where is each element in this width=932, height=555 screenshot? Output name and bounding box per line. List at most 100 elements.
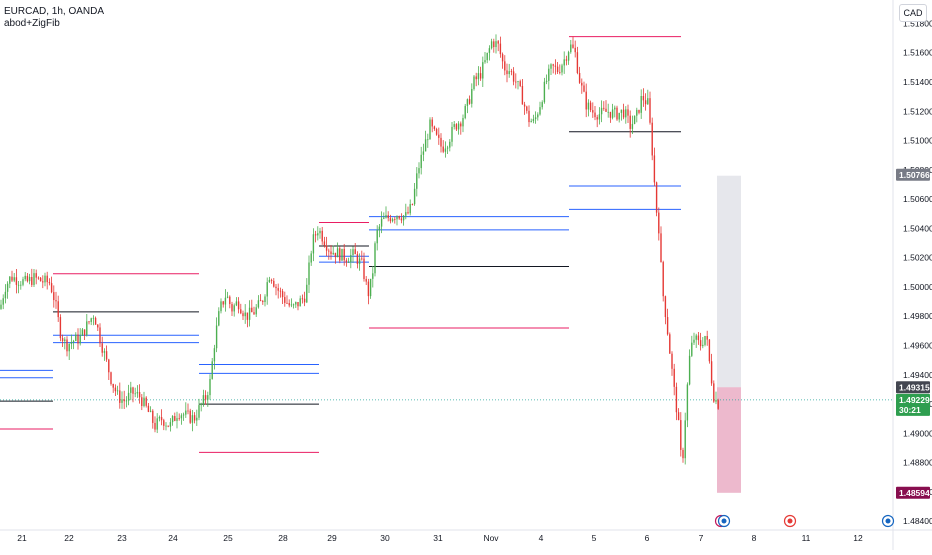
candle-body (468, 99, 471, 104)
candle-body (147, 405, 150, 412)
candle-body (143, 397, 145, 406)
candle (167, 425, 169, 428)
candle-body (301, 298, 304, 300)
candle-body (125, 400, 128, 402)
candle (438, 127, 440, 145)
candle (132, 386, 134, 403)
candle-body (255, 307, 257, 315)
candle-body (134, 393, 136, 395)
candle-body (383, 217, 385, 219)
candle-body (308, 262, 310, 285)
candle (627, 104, 629, 124)
candle (418, 162, 420, 179)
candle (493, 38, 495, 53)
candle-body (572, 44, 574, 48)
x-tick-label: 21 (17, 533, 27, 543)
candle (284, 291, 286, 307)
candle (68, 343, 70, 360)
candle (97, 323, 99, 331)
candle-body (479, 73, 482, 79)
candle (185, 402, 187, 418)
candle-body (68, 343, 70, 352)
candle (66, 336, 68, 357)
candle-body (59, 317, 62, 339)
candle-body (233, 305, 235, 312)
candle-body (631, 123, 634, 129)
candle-body (471, 88, 473, 104)
symbol-title[interactable]: EURCAD, 1h, OANDA (4, 6, 105, 17)
candle-body (44, 275, 46, 283)
y-tick-label: 1.50000 (903, 282, 932, 292)
candle (699, 332, 702, 351)
candle-body (171, 416, 174, 423)
candle (653, 147, 656, 187)
candle-body (123, 399, 125, 402)
candle-body (365, 279, 367, 282)
candle-body (66, 339, 68, 352)
candle (565, 55, 568, 66)
candle-body (343, 248, 345, 261)
candle (361, 250, 363, 261)
candle-body (345, 260, 348, 263)
candle-body (132, 387, 134, 394)
candle (369, 278, 372, 299)
candle (237, 297, 240, 314)
candle-body (506, 70, 508, 75)
candle-body (614, 107, 616, 110)
candle-body (149, 410, 152, 412)
candle-body (224, 297, 227, 305)
candle (400, 213, 403, 224)
candle-body (264, 296, 266, 303)
candle (301, 294, 304, 304)
candle (451, 122, 453, 147)
candle-body (519, 81, 521, 86)
candle (449, 139, 451, 152)
candle-body (563, 59, 565, 66)
candle (380, 211, 383, 234)
candle (607, 103, 609, 118)
candle-body (501, 54, 504, 62)
candle (28, 273, 31, 285)
candle (572, 36, 574, 49)
candle (473, 74, 475, 91)
candle-body (431, 119, 433, 127)
candle (431, 117, 433, 133)
candle (169, 418, 172, 432)
candle (37, 276, 40, 280)
candle (233, 303, 235, 317)
candle-body (141, 397, 143, 406)
candle (207, 391, 209, 407)
candle (101, 336, 103, 357)
position-stop-zone (717, 387, 741, 493)
indicator-label[interactable]: abod+ZigFib (4, 18, 60, 29)
candle-body (561, 65, 563, 73)
candle-body (31, 276, 33, 285)
price-tag-bg (896, 403, 930, 416)
candle-body (55, 300, 57, 302)
candle-body (81, 329, 84, 336)
candle (691, 335, 693, 358)
price-tag-label: 1.48594 (899, 488, 930, 498)
candle-body (200, 403, 202, 406)
candle-body (530, 121, 532, 123)
candle-body (242, 313, 244, 317)
candle-body (710, 361, 713, 384)
candle (306, 278, 308, 304)
candle-body (658, 212, 660, 234)
candle (429, 117, 431, 140)
candle (251, 299, 253, 313)
candle (453, 121, 455, 130)
price-tag-bg (896, 381, 930, 394)
candle (363, 252, 365, 282)
candle-body (75, 334, 77, 341)
candle (196, 409, 198, 426)
candle (81, 327, 84, 337)
candle (655, 181, 658, 217)
candle (50, 276, 53, 294)
candle-body (35, 273, 37, 278)
candle-body (297, 302, 299, 307)
currency-button[interactable]: CAD (899, 4, 927, 22)
candle-body (433, 126, 436, 129)
